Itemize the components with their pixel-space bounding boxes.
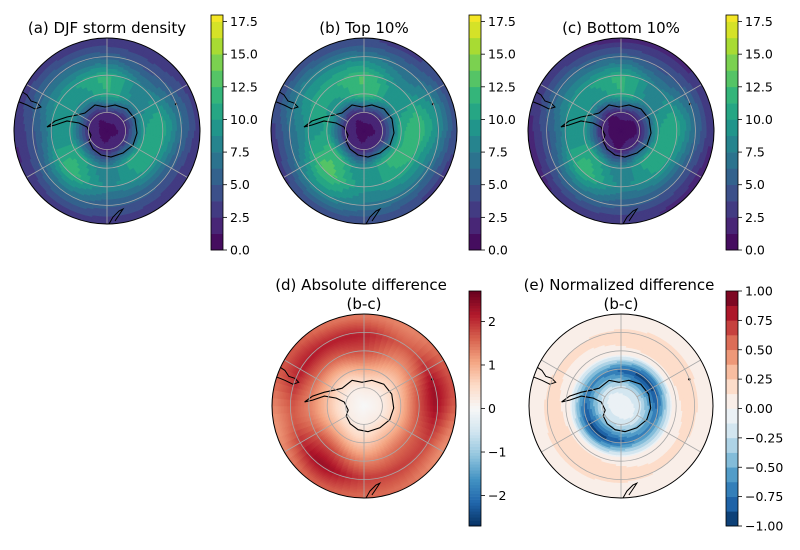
colorbar-segment [211, 54, 223, 71]
colorbar-segment [211, 152, 223, 169]
colorbar-segment [211, 103, 223, 120]
panel-a-title: (a) DJF storm density [28, 19, 186, 37]
panel-b-title: (b) Top 10% [319, 19, 408, 37]
colorbar-tick-label: 0.0 [230, 243, 250, 258]
colorbar-segment [211, 21, 223, 39]
panel-b: (b) Top 10% 0.02.55.07.510.012.515.017.5 [270, 14, 516, 258]
colorbar-tick-label: 5.0 [230, 177, 250, 192]
colorbar-segment [211, 70, 223, 88]
colorbar-tick-label: 12.5 [230, 79, 258, 94]
panel-a: (a) DJF storm density 0.0 2.5 5.0 7.5 10.0 12… [13, 14, 258, 258]
panel-a-colorbar: 0.0 2.5 5.0 7.5 10.0 12.5 15.0 17.5 [210, 14, 258, 258]
colorbar-segment [211, 184, 223, 202]
colorbar-tick-label: 10.0 [230, 112, 258, 127]
colorbar-segment [211, 86, 223, 104]
colorbar-segment [211, 15, 223, 22]
colorbar-tick-label: 17.5 [230, 14, 258, 29]
colorbar-segment [211, 135, 223, 153]
panel-a-field [14, 38, 200, 224]
colorbar-segment [211, 201, 223, 218]
colorbar-segment [211, 119, 223, 137]
colorbar-segment [211, 37, 223, 55]
panel-b-map [270, 37, 458, 225]
panel-a-map [13, 37, 201, 225]
colorbar-tick-label: 2.5 [230, 210, 250, 225]
colorbar-segment [211, 233, 223, 251]
colorbar-segment [211, 217, 223, 234]
colorbar-segment [211, 168, 223, 186]
colorbar-tick-label: 15.0 [230, 47, 258, 62]
colorbar-tick-label: 7.5 [230, 145, 250, 160]
